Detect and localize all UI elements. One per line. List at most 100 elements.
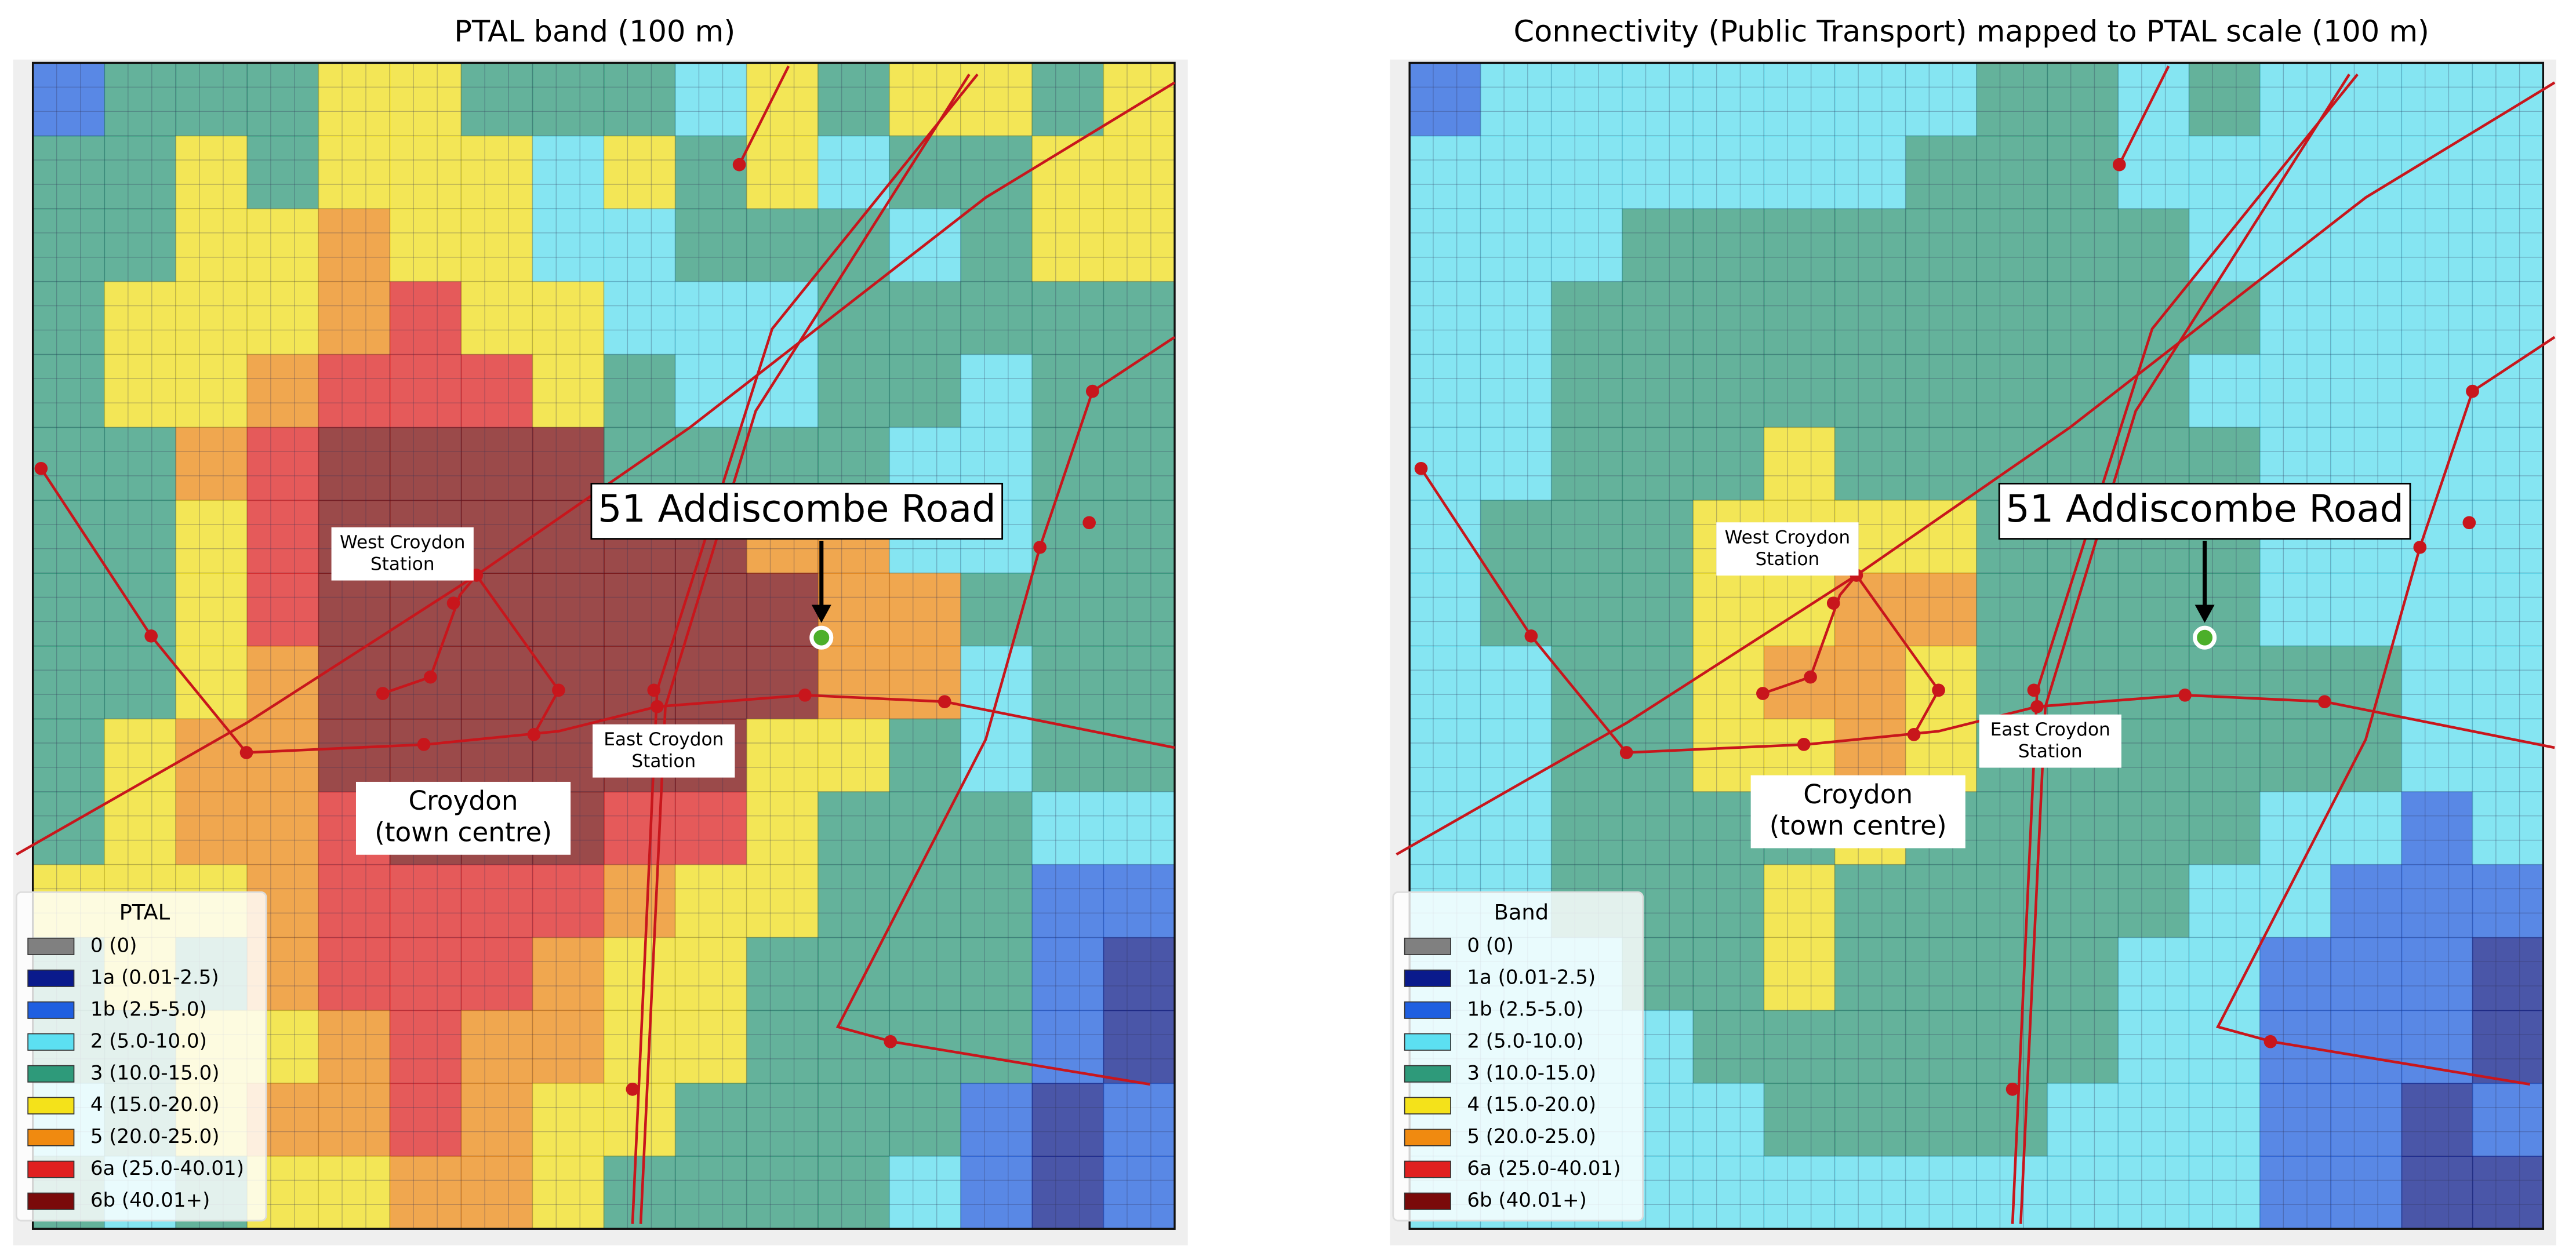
band-cell <box>889 646 962 720</box>
band-cell <box>532 354 605 428</box>
band-cell <box>2401 63 2473 137</box>
band-cell <box>318 1156 391 1230</box>
band-cell <box>1622 136 1694 210</box>
band-cell <box>1622 646 1694 720</box>
band-cell <box>2401 500 2473 574</box>
band-cell <box>390 864 462 938</box>
legend-label: 2 (5.0-10.0) <box>90 1029 207 1053</box>
band-cell <box>175 208 248 283</box>
band-cell <box>461 1083 533 1157</box>
band-cell <box>104 573 177 647</box>
band-cell <box>746 1156 819 1230</box>
site-label-box <box>1998 482 2411 540</box>
band-cell <box>1103 1083 1176 1157</box>
band-cell <box>1031 573 1104 647</box>
band-cell <box>1622 208 1694 283</box>
band-cell <box>532 1156 605 1230</box>
band-cell <box>675 63 747 137</box>
band-cell <box>1622 427 1694 501</box>
band-cell <box>889 937 962 1011</box>
band-cell <box>746 864 819 938</box>
legend-swatch <box>1404 1160 1451 1178</box>
band-cell <box>2401 281 2473 355</box>
band-cell <box>2472 864 2544 938</box>
band-cell <box>1905 1083 1978 1157</box>
band-cell <box>2401 1083 2473 1157</box>
band-cell <box>2118 719 2190 793</box>
band-cell <box>2472 136 2544 210</box>
band-cell <box>675 646 747 720</box>
band-cell <box>604 864 676 938</box>
band-cell <box>1480 427 1552 501</box>
band-cell <box>1905 427 1978 501</box>
band-cell <box>960 864 1033 938</box>
band-cell <box>532 136 605 210</box>
band-cell <box>2259 63 2332 137</box>
band-cell <box>390 208 462 283</box>
band-cell <box>2047 1083 2119 1157</box>
band-cell <box>1834 937 1906 1011</box>
band-cell <box>1031 281 1104 355</box>
band-cell <box>246 281 319 355</box>
site-label-box <box>590 482 1004 540</box>
band-cell <box>2330 1010 2403 1084</box>
band-cell <box>1692 937 1765 1011</box>
band-cell <box>2189 281 2261 355</box>
band-cell <box>2401 427 2473 501</box>
band-cell <box>532 1083 605 1157</box>
band-cell <box>1103 719 1176 793</box>
band-cell <box>1692 63 1765 137</box>
band-cell <box>2047 791 2119 865</box>
band-cell <box>746 937 819 1011</box>
band-cell <box>532 646 605 720</box>
band-cell <box>104 136 177 210</box>
band-cell <box>1692 136 1765 210</box>
band-cell <box>2401 136 2473 210</box>
band-cell <box>1409 354 1481 428</box>
band-cell <box>1692 573 1765 647</box>
band-cell <box>2118 1156 2190 1230</box>
band-cell <box>175 354 248 428</box>
band-cell <box>2118 864 2190 938</box>
legend-swatch <box>27 1065 75 1083</box>
band-cell <box>175 63 248 137</box>
band-cell <box>1103 500 1176 574</box>
band-cell <box>960 937 1033 1011</box>
band-cell <box>1692 1083 1765 1157</box>
band-cell <box>318 937 391 1011</box>
band-cell <box>2118 791 2190 865</box>
band-cell <box>1905 500 1978 574</box>
station-dot <box>527 728 541 741</box>
band-cell <box>604 136 676 210</box>
map-title: Connectivity (Public Transport) mapped t… <box>1514 14 2429 49</box>
band-cell <box>1764 136 1836 210</box>
station-dot <box>647 683 661 697</box>
band-cell <box>2330 1083 2403 1157</box>
station-dot <box>2263 1035 2277 1048</box>
place-label-box <box>355 781 571 855</box>
band-cell <box>246 63 319 137</box>
band-cell <box>1551 646 1623 720</box>
band-cell <box>390 354 462 428</box>
band-cell <box>2189 136 2261 210</box>
legend-label: 3 (10.0-15.0) <box>1467 1061 1596 1084</box>
site-label: 51 Addiscombe Road <box>2005 487 2404 531</box>
legend-box <box>15 891 267 1222</box>
band-cell <box>532 63 605 137</box>
band-cell <box>2047 281 2119 355</box>
legend-swatch <box>1404 1192 1451 1210</box>
band-cell <box>390 63 462 137</box>
legend-label: 1a (0.01-2.5) <box>90 966 219 989</box>
band-cell <box>2259 281 2332 355</box>
band-cell <box>1031 719 1104 793</box>
band-cell <box>889 1083 962 1157</box>
band-cell <box>2330 719 2403 793</box>
station-dot <box>1082 516 1096 530</box>
band-cell <box>461 864 533 938</box>
band-cell <box>1764 281 1836 355</box>
band-cell <box>1551 281 1623 355</box>
band-cell <box>390 1010 462 1084</box>
band-cell <box>2118 208 2190 283</box>
band-cell <box>604 937 676 1011</box>
legend-swatch <box>1404 1001 1451 1019</box>
